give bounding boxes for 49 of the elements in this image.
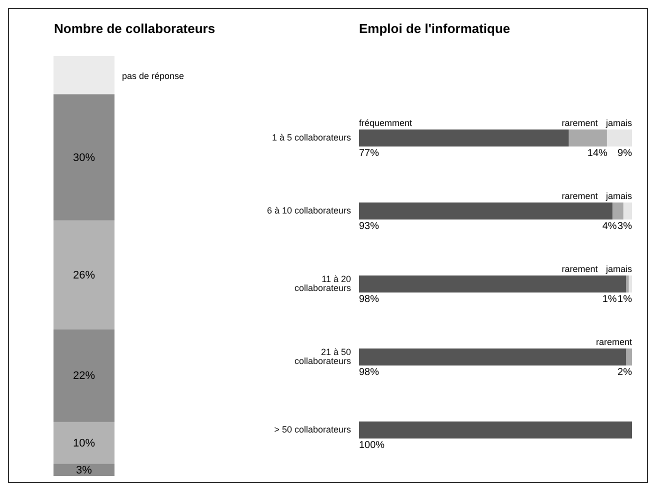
bar [568, 130, 608, 146]
data-label: 9% [618, 148, 632, 159]
chart-title: Nombre de collaborateurs [54, 21, 216, 38]
series-label: jamais [604, 118, 632, 128]
data-label: 22% [72, 370, 96, 382]
data-label: 14% [587, 148, 608, 159]
bar [54, 328, 114, 422]
data-label: 1% [602, 294, 617, 305]
data-label: 30% [72, 152, 96, 164]
bar [606, 130, 632, 146]
data-label: 100% [359, 440, 385, 451]
chart-title: Emploi de l'informatique [359, 21, 512, 38]
bar [54, 219, 114, 330]
bar [54, 420, 114, 464]
data-label: 26% [72, 269, 96, 282]
y-tick-label: 21 à 50 collaborateurs [294, 347, 352, 366]
text: jamais [606, 191, 632, 201]
data-label: 98% [359, 367, 380, 378]
data-label: 10% [72, 437, 96, 450]
bar [359, 276, 628, 292]
y-tick-label: 1 à 5 collaborateurs [272, 132, 352, 143]
bar [628, 276, 632, 292]
data-label: 1% [618, 294, 632, 305]
series-label: pas de réponse [122, 70, 184, 81]
bar [626, 348, 632, 366]
data-label: 98% [359, 294, 380, 305]
text: rarement [596, 337, 632, 347]
text: rarement [562, 191, 598, 201]
data-label: 2% [618, 367, 632, 378]
bar [359, 130, 570, 146]
y-tick-label: 6 à 10 collaborateurs [266, 206, 352, 216]
data-label: 93% [359, 221, 380, 232]
text: rarement [562, 264, 598, 274]
bar [359, 422, 632, 438]
bar [359, 348, 628, 366]
bar [623, 202, 632, 220]
text: jamais [606, 264, 632, 274]
data-label: 3% [618, 221, 632, 232]
bar [359, 202, 614, 220]
data-label: 3% [76, 464, 92, 477]
series-label: fréquemment [359, 118, 413, 128]
series-label: rarement [562, 118, 598, 128]
y-tick-label: 11 à 20 collaborateurs [294, 274, 352, 294]
data-label: 4% [602, 221, 617, 232]
bar [54, 56, 114, 94]
y-tick-label: > 50 collaborateurs [274, 424, 352, 435]
bar [612, 202, 624, 220]
bar [54, 93, 114, 220]
data-label: 77% [359, 148, 380, 159]
